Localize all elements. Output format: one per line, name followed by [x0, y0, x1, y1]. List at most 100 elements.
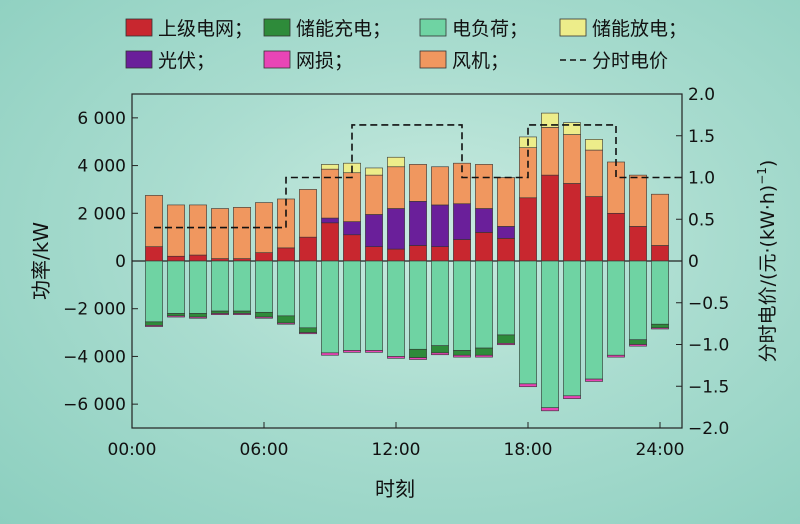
- bar-neg-2-1: [145, 325, 163, 327]
- x-axis-label: 时刻: [375, 477, 415, 501]
- legend-swatch-5: [263, 50, 291, 69]
- bar-pos-1-11: [365, 214, 383, 247]
- bar-neg-2-15: [453, 354, 471, 358]
- y-tick-label: 4 000: [77, 157, 126, 177]
- bar-pos-0-4: [211, 258, 229, 262]
- bar-neg-0-15: [453, 260, 471, 351]
- bar-pos-3-20: [563, 122, 581, 135]
- right-axis: −2.0 −1.5 −1.0 −0.5 0 0.5 1.0 1.5 2.0: [676, 85, 729, 439]
- bar-neg-2-8: [299, 332, 317, 335]
- x-tick-label: 06:00: [240, 440, 289, 460]
- bar-neg-0-9: [321, 260, 339, 354]
- bar-pos-2-14: [431, 166, 449, 206]
- bar-pos-2-19: [541, 127, 559, 176]
- y2-tick-label: −1.5: [688, 377, 729, 397]
- bar-pos-0-14: [431, 246, 449, 262]
- bar-neg-1-1: [145, 321, 163, 326]
- bar-pos-0-19: [541, 174, 559, 262]
- y2-tick-label: 1.5: [688, 127, 715, 147]
- y2-tick-label: 2.0: [688, 85, 715, 105]
- bar-pos-0-15: [453, 239, 471, 262]
- bar-neg-2-16: [475, 354, 493, 358]
- y-tick-label: 2 000: [77, 204, 126, 224]
- bottom-axis: 00:00 06:00 12:00 18:00 24:00: [108, 422, 685, 460]
- legend-swatch-3: [559, 18, 587, 37]
- bar-pos-0-16: [475, 232, 493, 262]
- bar-neg-0-3: [189, 260, 207, 314]
- bar-pos-1-16: [475, 208, 493, 233]
- bar-pos-2-9: [321, 168, 339, 219]
- bar-pos-3-11: [365, 167, 383, 176]
- bar-pos-2-11: [365, 174, 383, 215]
- bar-neg-2-14: [431, 352, 449, 356]
- bar-pos-0-20: [563, 183, 581, 262]
- bar-neg-0-13: [409, 260, 427, 350]
- bar-neg-1-5: [233, 310, 251, 314]
- bar-neg-0-19: [541, 260, 559, 409]
- bars: [145, 112, 669, 412]
- bar-neg-1-14: [431, 345, 449, 354]
- bar-pos-0-10: [343, 234, 361, 262]
- legend-label-4: 光伏；: [158, 50, 215, 72]
- bar-pos-0-11: [365, 246, 383, 262]
- bar-neg-2-21: [585, 378, 603, 382]
- y-tick-label: 6 000: [77, 109, 126, 129]
- y2-tick-label: 0.5: [688, 210, 715, 230]
- y2-tick-label: 1.0: [688, 169, 715, 189]
- y2-axis-label: 分时电价/(元·(kW·h)−1): [755, 160, 779, 363]
- bar-neg-2-12: [387, 356, 405, 359]
- bar-neg-0-18: [519, 260, 537, 385]
- bar-pos-2-2: [167, 204, 185, 257]
- bar-pos-2-20: [563, 134, 581, 184]
- bar-neg-2-17: [497, 343, 515, 346]
- bar-neg-0-14: [431, 260, 449, 346]
- bar-neg-2-6: [255, 316, 273, 319]
- bar-neg-0-4: [211, 260, 229, 312]
- legend-swatch-1: [263, 18, 291, 37]
- bar-neg-1-7: [277, 315, 295, 324]
- x-tick-label: 24:00: [636, 440, 685, 460]
- bar-neg-2-19: [541, 407, 559, 412]
- bar-pos-1-9: [321, 217, 339, 224]
- bar-neg-0-7: [277, 260, 295, 317]
- bar-neg-1-6: [255, 311, 273, 318]
- bar-neg-0-21: [585, 260, 603, 380]
- bar-neg-0-8: [299, 260, 317, 329]
- legend-label-3: 储能放电；: [592, 18, 687, 40]
- bar-pos-2-10: [343, 172, 361, 222]
- bar-neg-1-3: [189, 313, 207, 318]
- bar-pos-0-24: [651, 245, 669, 262]
- bar-neg-0-11: [365, 260, 383, 351]
- bar-neg-0-2: [167, 260, 185, 314]
- y-tick-label: −6 000: [63, 395, 126, 415]
- bar-pos-3-19: [541, 112, 559, 128]
- bar-pos-1-12: [387, 208, 405, 250]
- bar-neg-0-1: [145, 260, 163, 323]
- y2-axis-label-main: 分时电价/(元·(kW·h): [757, 185, 779, 363]
- bar-pos-3-12: [387, 156, 405, 168]
- bar-neg-2-18: [519, 383, 537, 388]
- bar-neg-0-17: [497, 260, 515, 336]
- bar-neg-0-16: [475, 260, 493, 349]
- bar-pos-0-5: [233, 258, 251, 262]
- bar-pos-0-22: [607, 212, 625, 262]
- bar-pos-3-21: [585, 139, 603, 151]
- bar-neg-2-3: [189, 316, 207, 319]
- bar-pos-2-8: [299, 189, 317, 238]
- y2-axis-label-sup: −1: [755, 167, 769, 185]
- y-tick-label: 0: [115, 252, 126, 272]
- bar-pos-1-15: [453, 203, 471, 240]
- bar-pos-0-21: [585, 196, 603, 262]
- bar-neg-2-23: [629, 344, 647, 347]
- bar-pos-0-9: [321, 222, 339, 262]
- bar-pos-0-12: [387, 248, 405, 262]
- legend: 上级电网； 储能充电； 电负荷； 储能放电； 光伏； 网损； 风机； 分时电价: [125, 18, 687, 72]
- left-axis: −6 000 −4 000 −2 000 0 2 000 4 000 6 000: [63, 109, 138, 415]
- bar-neg-2-2: [167, 315, 185, 318]
- bar-neg-1-16: [475, 347, 493, 356]
- bar-neg-0-6: [255, 260, 273, 313]
- legend-swatch-0: [125, 18, 153, 37]
- bar-pos-2-23: [629, 174, 647, 227]
- y2-tick-label: −2.0: [688, 419, 729, 439]
- bar-neg-1-23: [629, 339, 647, 345]
